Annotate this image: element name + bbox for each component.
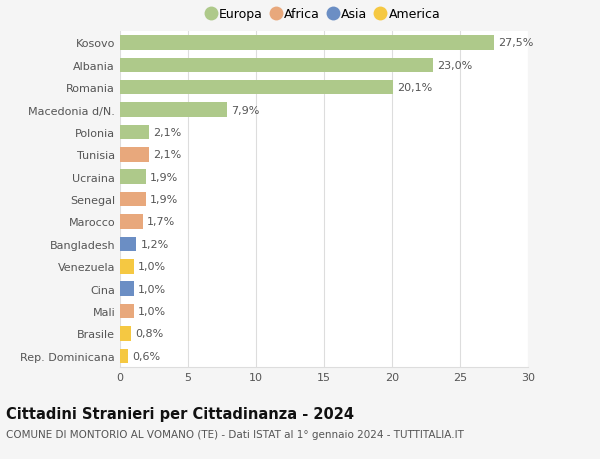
Text: 27,5%: 27,5% bbox=[498, 38, 533, 48]
Bar bbox=[120, 237, 136, 252]
Bar bbox=[120, 170, 146, 185]
Bar bbox=[120, 81, 394, 95]
Text: 2,1%: 2,1% bbox=[152, 128, 181, 138]
Bar bbox=[120, 215, 143, 229]
Text: 2,1%: 2,1% bbox=[152, 150, 181, 160]
Text: 1,9%: 1,9% bbox=[150, 172, 178, 182]
Bar bbox=[120, 148, 149, 162]
Text: 1,2%: 1,2% bbox=[140, 239, 169, 249]
Text: 1,0%: 1,0% bbox=[137, 284, 166, 294]
Text: 1,0%: 1,0% bbox=[137, 262, 166, 272]
Text: 0,6%: 0,6% bbox=[132, 351, 160, 361]
Bar bbox=[120, 36, 494, 50]
Bar bbox=[120, 125, 149, 140]
Bar bbox=[120, 349, 128, 363]
Text: 1,0%: 1,0% bbox=[137, 306, 166, 316]
Text: Cittadini Stranieri per Cittadinanza - 2024: Cittadini Stranieri per Cittadinanza - 2… bbox=[6, 406, 354, 421]
Bar bbox=[120, 304, 134, 319]
Text: COMUNE DI MONTORIO AL VOMANO (TE) - Dati ISTAT al 1° gennaio 2024 - TUTTITALIA.I: COMUNE DI MONTORIO AL VOMANO (TE) - Dati… bbox=[6, 429, 464, 439]
Legend: Europa, Africa, Asia, America: Europa, Africa, Asia, America bbox=[208, 8, 440, 21]
Text: 7,9%: 7,9% bbox=[232, 105, 260, 115]
Text: 1,7%: 1,7% bbox=[147, 217, 175, 227]
Text: 20,1%: 20,1% bbox=[397, 83, 433, 93]
Text: 0,8%: 0,8% bbox=[135, 329, 163, 339]
Bar bbox=[120, 326, 131, 341]
Bar bbox=[120, 259, 134, 274]
Text: 1,9%: 1,9% bbox=[150, 195, 178, 205]
Bar bbox=[120, 282, 134, 296]
Bar bbox=[120, 192, 146, 207]
Bar bbox=[120, 103, 227, 118]
Text: 23,0%: 23,0% bbox=[437, 61, 472, 71]
Bar bbox=[120, 58, 433, 73]
